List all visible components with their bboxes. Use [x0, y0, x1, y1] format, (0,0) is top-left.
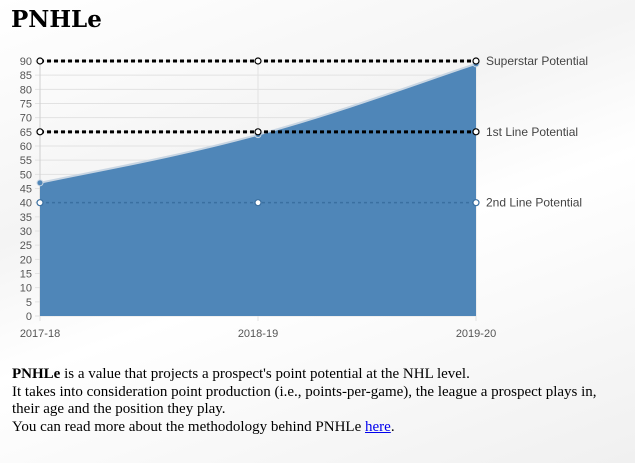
y-tick-label: 85	[20, 70, 32, 82]
series-point	[36, 179, 44, 187]
reference-label: 1st Line Potential	[486, 125, 578, 139]
reference-point	[254, 199, 262, 207]
y-tick-label: 50	[20, 169, 32, 181]
description-line-3-suffix: .	[390, 418, 395, 435]
y-tick-label: 0	[26, 311, 32, 323]
y-tick-label: 70	[20, 113, 32, 125]
y-tick-label: 25	[20, 240, 32, 252]
description-line-2: It takes into consideration point produc…	[12, 383, 597, 418]
reference-label: 2nd Line Potential	[486, 196, 582, 210]
reference-lines-layer: Superstar Potential 1st Line Potential 2nd…	[36, 54, 588, 210]
y-tick-label: 80	[20, 84, 32, 96]
y-tick-label: 65	[20, 127, 32, 139]
pnhle-term: PNHLe	[12, 366, 61, 382]
x-tick-label: 2017-18	[20, 328, 60, 340]
x-tick-label: 2019-20	[456, 328, 496, 340]
reference-point	[254, 128, 262, 136]
reference-point	[254, 57, 262, 65]
y-tick-label: 35	[20, 212, 32, 224]
y-tick-label: 60	[20, 141, 32, 153]
description-line-1-text: is a value that projects a prospect's po…	[60, 366, 470, 382]
reference-point	[36, 199, 44, 207]
y-tick-label: 5	[26, 297, 32, 309]
reference-point	[472, 128, 480, 136]
series-area	[40, 63, 476, 316]
y-tick-label: 30	[20, 226, 32, 238]
reference-point	[472, 57, 480, 65]
y-tick-label: 40	[20, 198, 32, 210]
y-tick-label: 45	[20, 184, 32, 196]
reference-label: Superstar Potential	[486, 54, 588, 68]
description-line-1: PNHLe is a value that projects a prospec…	[12, 366, 622, 384]
methodology-link[interactable]: here	[365, 418, 391, 435]
y-tick-label: 10	[20, 283, 32, 295]
y-tick-label: 20	[20, 254, 32, 266]
x-tick-label: 2018-19	[238, 328, 278, 340]
y-tick-label: 55	[20, 155, 32, 167]
reference-point	[472, 199, 480, 207]
page-title: PNHLe	[11, 6, 102, 33]
description-line-3: You can read more about the methodology …	[12, 419, 622, 437]
y-axis: 0 5 10 15 20 25 30 35 40 45 50 55 60 65 70 75 80 85 90	[20, 56, 32, 323]
x-axis: 2017-18 2018-19 2019-20	[20, 328, 496, 340]
y-tick-label: 75	[20, 99, 32, 111]
description-line-3-text: You can read more about the methodology …	[12, 418, 365, 435]
reference-point	[36, 128, 44, 136]
y-tick-label: 15	[20, 269, 32, 281]
y-tick-label: 90	[20, 56, 32, 68]
description: PNHLe is a value that projects a prospec…	[12, 366, 622, 436]
reference-point	[36, 57, 44, 65]
pnhle-chart: Superstar Potential 1st Line Potential 2nd…	[20, 54, 588, 340]
